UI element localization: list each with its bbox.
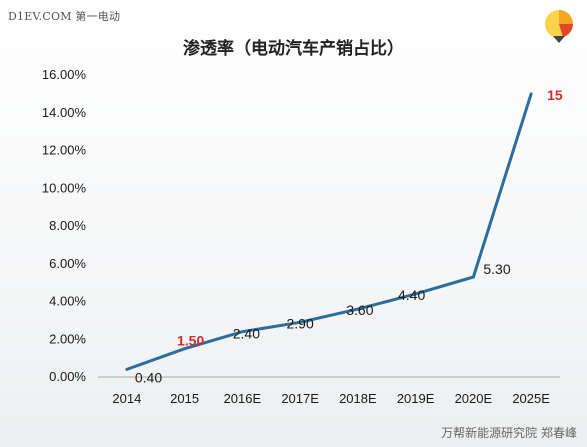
- x-tick-label: 2015: [170, 391, 199, 406]
- data-label: 5.30: [483, 261, 510, 277]
- y-axis: 0.00% 2.00% 4.00% 6.00% 8.00% 10.00% 12.00% 14.…: [42, 67, 87, 384]
- y-tick-label: 4.00%: [49, 294, 86, 309]
- y-tick-label: 12.00%: [42, 143, 87, 158]
- watermark-source: D1EV.COM 第一电动: [8, 10, 121, 23]
- x-tick-label: 2014: [112, 391, 141, 406]
- x-tick-label: 2017E: [281, 391, 319, 406]
- x-tick-label: 2019E: [397, 391, 435, 406]
- data-label: 0.40: [135, 369, 162, 385]
- y-tick-label: 10.00%: [42, 180, 87, 195]
- data-label: 2.40: [233, 326, 260, 342]
- y-tick-label: 0.00%: [49, 369, 86, 384]
- data-label: 15: [547, 87, 563, 103]
- x-tick-label: 2018E: [339, 391, 377, 406]
- y-tick-label: 2.00%: [49, 331, 86, 346]
- logo-icon: [545, 10, 573, 43]
- data-label: 4.40: [398, 287, 425, 303]
- data-label: 3.60: [346, 302, 373, 318]
- data-labels: 0.40 1.50 2.40 2.90 3.60 4.40 5.30 15: [135, 87, 563, 386]
- series-line: [125, 92, 533, 371]
- watermark-author: 万帮新能源研究院 郑春峰: [441, 426, 577, 440]
- x-tick-label: 2025E: [512, 391, 550, 406]
- y-tick-label: 16.00%: [42, 67, 87, 82]
- data-label: 2.90: [287, 315, 314, 331]
- data-label: 1.50: [177, 333, 204, 349]
- y-tick-label: 6.00%: [49, 256, 86, 271]
- x-axis: 2014 2015 2016E 2017E 2018E 2019E 2020E 2025E: [98, 376, 560, 406]
- x-tick-label: 2016E: [224, 391, 262, 406]
- x-tick-label: 2020E: [455, 391, 493, 406]
- chart-title: 渗透率（电动汽车产销占比）: [183, 39, 404, 59]
- y-tick-label: 14.00%: [42, 105, 87, 120]
- series-line-group: [125, 92, 533, 371]
- y-tick-label: 8.00%: [49, 218, 86, 233]
